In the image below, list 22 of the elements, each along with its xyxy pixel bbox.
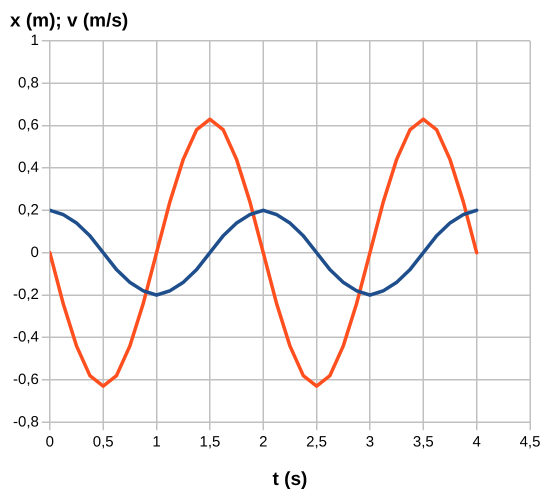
x-tick-label: 2 (259, 433, 268, 450)
x-tick-label: 0,5 (92, 433, 114, 450)
y-tick-label: 0,4 (18, 159, 39, 176)
y-tick-label: 1 (30, 32, 39, 49)
y-tick-label: 0,2 (18, 201, 39, 218)
x-tick-label: 0 (46, 433, 54, 450)
x-tick-label: 3,5 (412, 433, 434, 450)
x-tick-label: 3 (366, 433, 374, 450)
x-axis-title: t (s) (272, 468, 308, 490)
x-tick-label: 2,5 (306, 433, 328, 450)
y-tick-label: -0,4 (12, 328, 39, 346)
y-tick-label: 0 (30, 244, 39, 261)
y-tick-label: 0,8 (18, 74, 39, 92)
y-tick-label: -0,2 (12, 286, 39, 304)
x-tick-label: 1,5 (199, 433, 220, 450)
x-tick-label: 1 (152, 433, 161, 450)
y-tick-label: -0,8 (12, 413, 39, 430)
y-tick-label: 0,6 (18, 116, 39, 134)
x-tick-label: 4 (472, 433, 481, 450)
y-tick-label: -0,6 (12, 370, 39, 388)
x-tick-label: 4,5 (520, 433, 540, 450)
y-axis-title: x (m); v (m/s) (10, 10, 128, 32)
